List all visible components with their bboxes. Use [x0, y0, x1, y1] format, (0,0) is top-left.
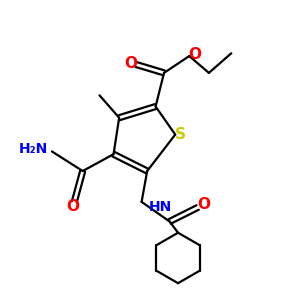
Text: O: O — [124, 56, 137, 70]
Text: HN: HN — [148, 200, 172, 214]
Text: O: O — [66, 200, 80, 214]
Text: H₂N: H₂N — [18, 142, 48, 156]
Text: O: O — [197, 197, 210, 212]
Text: O: O — [188, 47, 201, 62]
Text: S: S — [175, 127, 186, 142]
